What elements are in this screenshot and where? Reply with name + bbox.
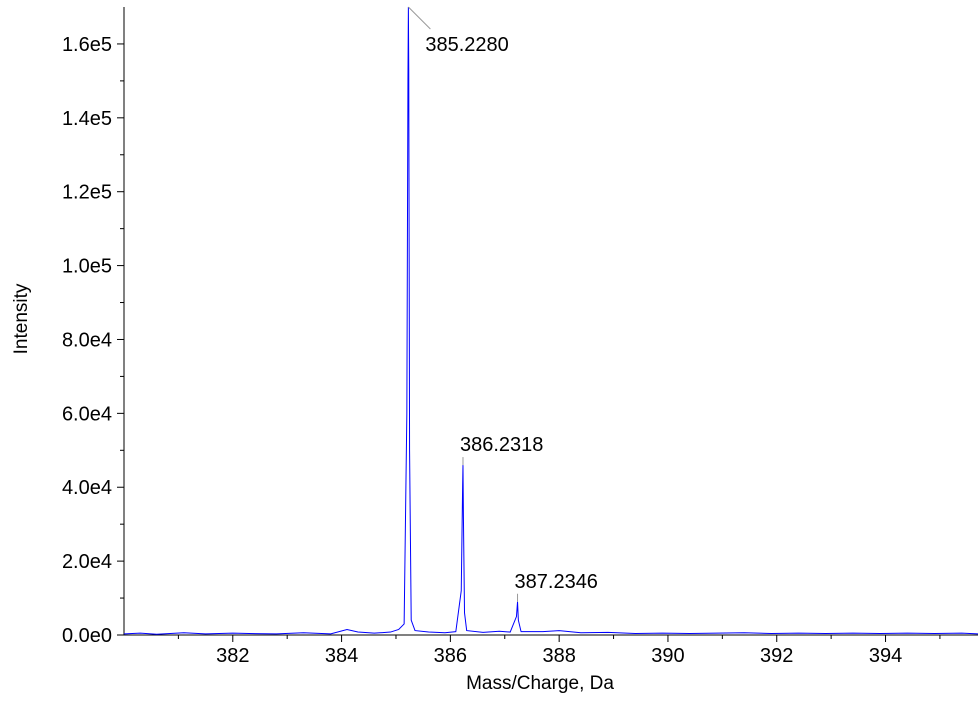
- peak-label: 387.2346: [515, 571, 598, 593]
- y-tick-label: 8.0e4: [62, 329, 112, 351]
- peak-label: 385.2280: [425, 34, 508, 56]
- y-tick-label: 6.0e4: [62, 403, 112, 425]
- y-axis-ticks: 0.0e0 2.0e4 4.0e4 6.0e4 8.0e4 1.0e5 1.2e5 1.4e5…: [62, 34, 124, 647]
- peak-annotations: 385.2280 386.2318 387.2346: [408, 6, 598, 602]
- x-tick-label: 390: [651, 645, 684, 667]
- x-axis-title: Mass/Charge, Da: [466, 673, 614, 694]
- x-axis-ticks: 382 384 386 388 390 392 394: [177, 635, 941, 667]
- spectrum-series: [123, 6, 978, 635]
- peak-label: 386.2318: [460, 434, 543, 456]
- y-tick-label: 0.0e0: [62, 625, 112, 647]
- x-tick-label: 382: [216, 645, 249, 667]
- x-tick-label: 384: [325, 645, 358, 667]
- x-tick-label: 394: [869, 645, 902, 667]
- y-tick-label: 1.0e5: [62, 256, 112, 278]
- y-tick-label: 4.0e4: [62, 477, 112, 499]
- y-tick-label: 2.0e4: [62, 551, 112, 573]
- x-tick-label: 392: [760, 645, 793, 667]
- spectrum-line: [123, 6, 978, 635]
- y-tick-label: 1.2e5: [62, 182, 112, 204]
- y-tick-label: 1.4e5: [62, 108, 112, 130]
- y-tick-label: 1.6e5: [62, 34, 112, 56]
- x-tick-label: 386: [434, 645, 467, 667]
- y-axis-title: Intensity: [11, 283, 32, 354]
- peak-leader-line: [408, 6, 431, 30]
- x-tick-label: 388: [542, 645, 575, 667]
- axes: [123, 7, 978, 636]
